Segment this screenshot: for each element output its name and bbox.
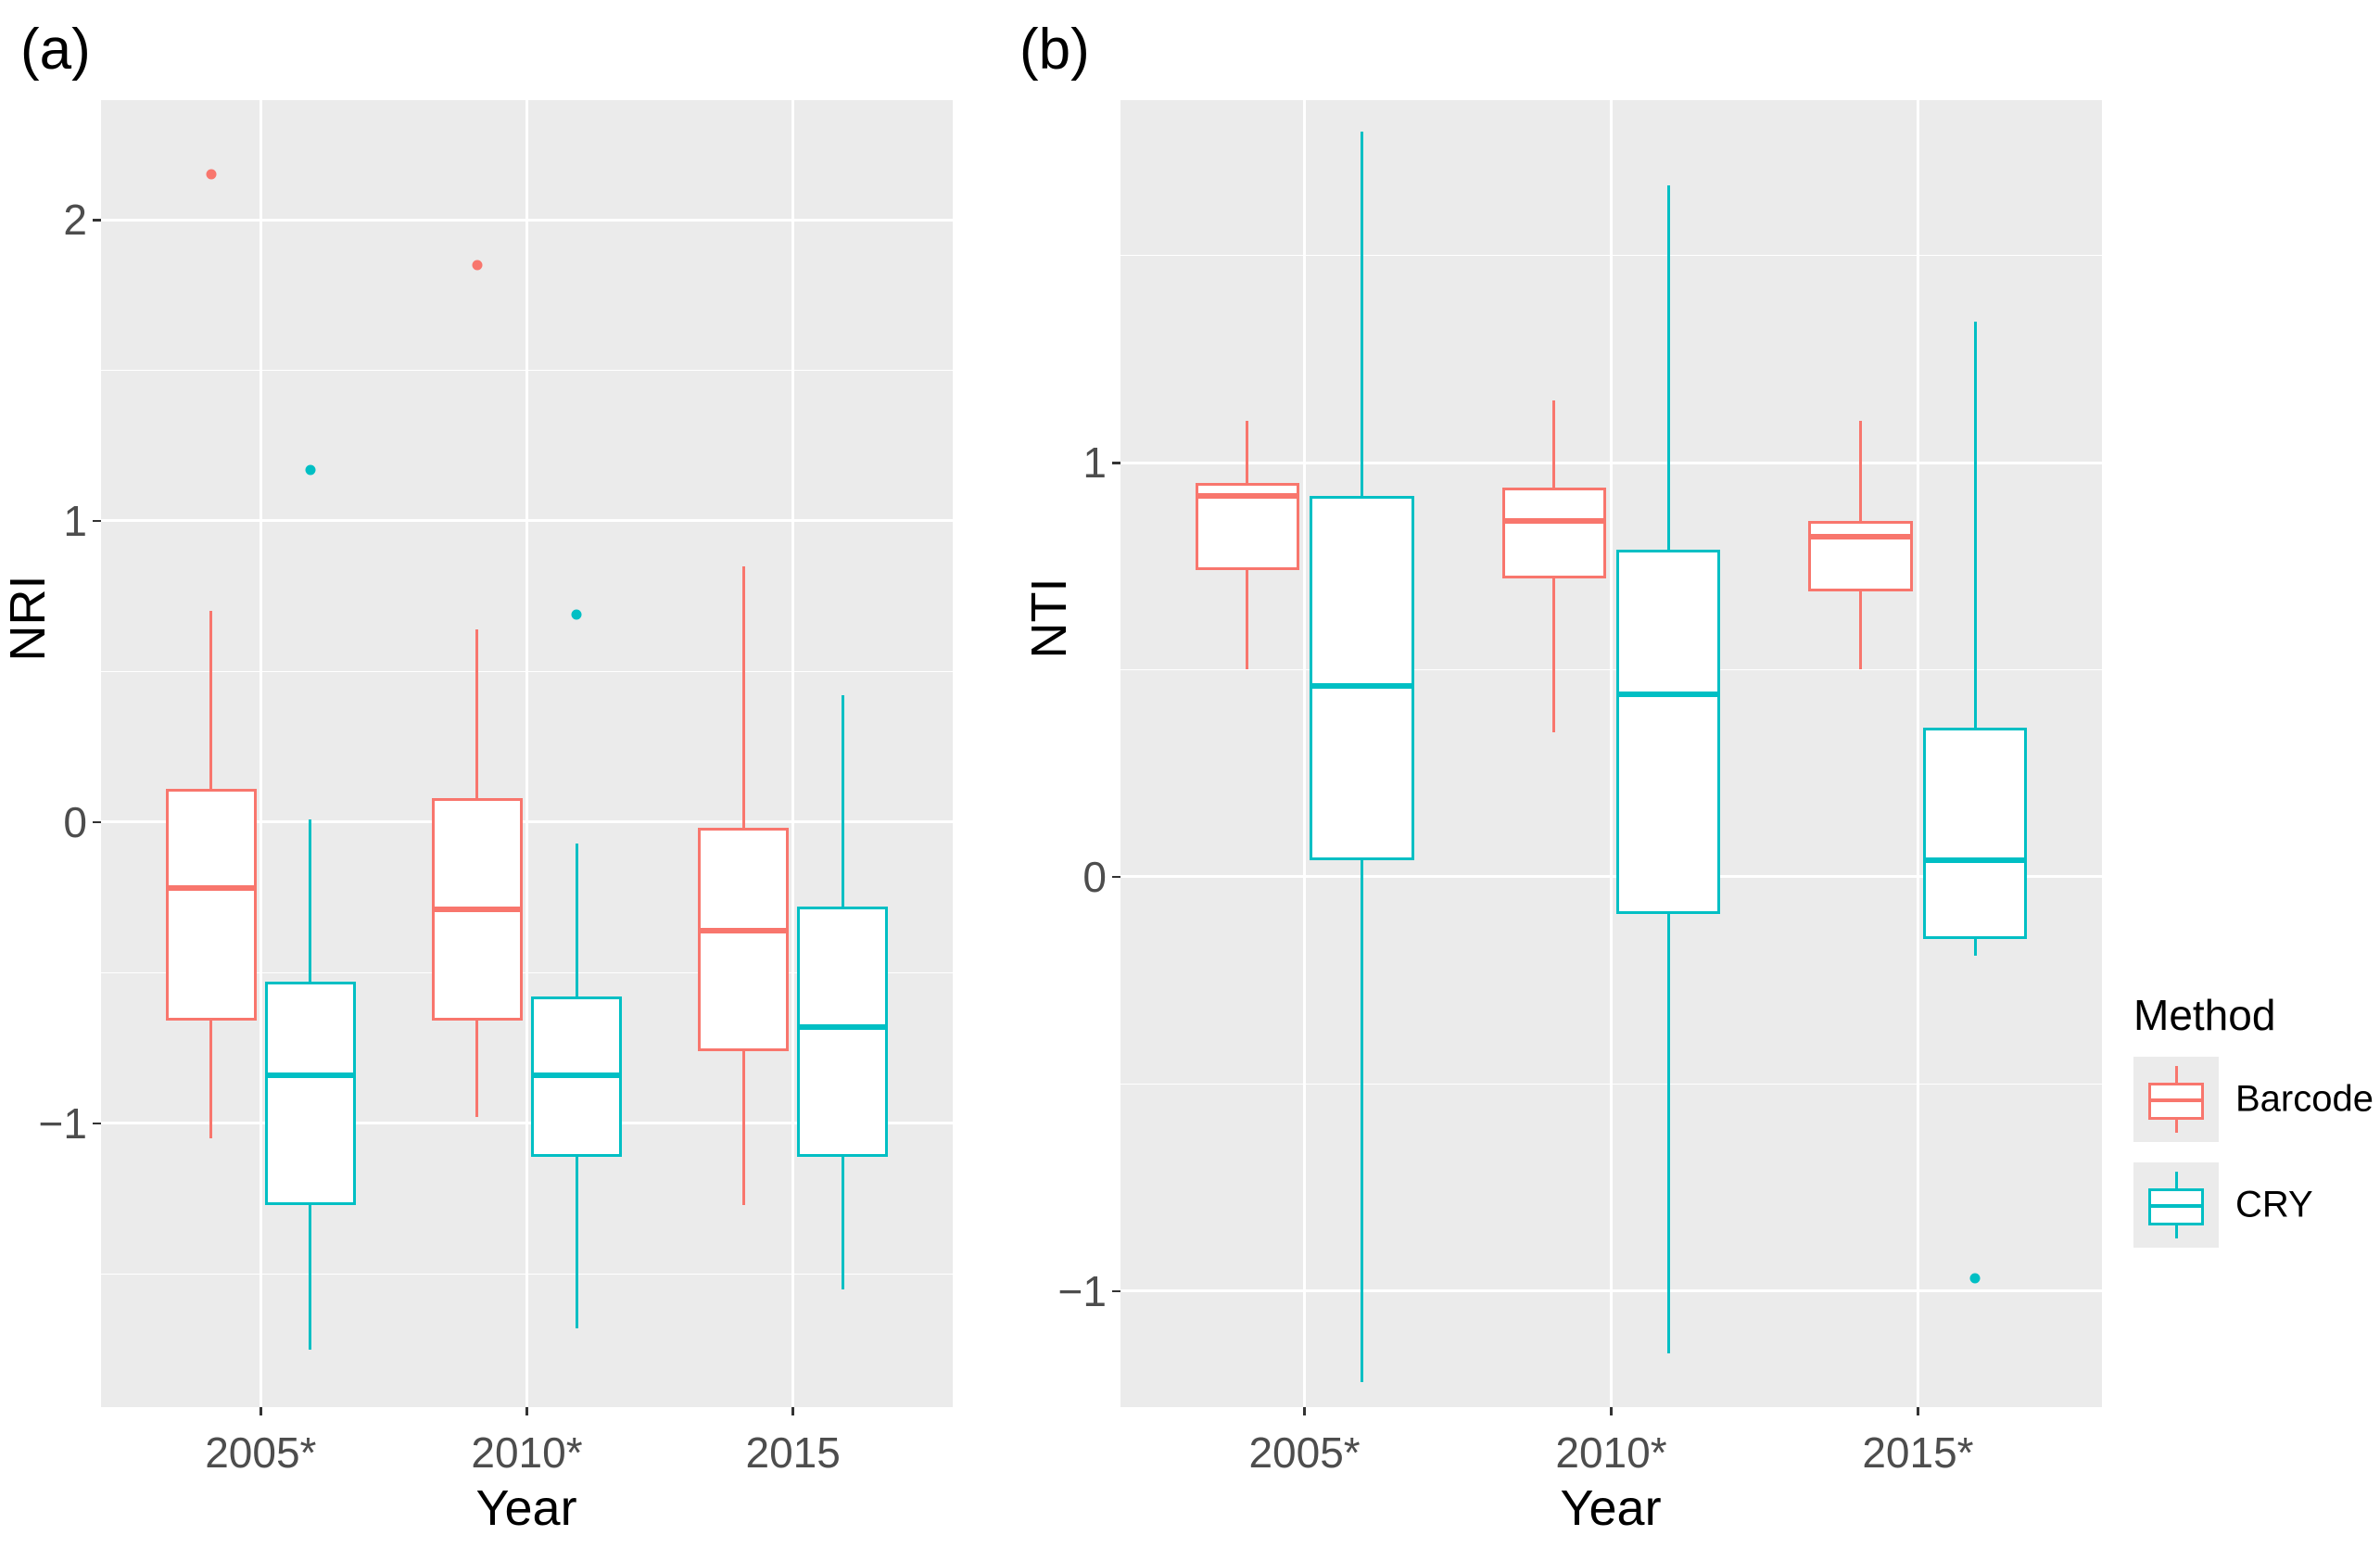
barcode-median <box>1808 534 1913 540</box>
x-tick-label: 2010* <box>471 1428 583 1477</box>
x-tick-mark <box>1303 1407 1306 1415</box>
barcode-median <box>1501 517 1607 524</box>
x-tick-label: 2005* <box>1248 1428 1361 1477</box>
x-tick-mark <box>1610 1407 1613 1415</box>
category-gridline <box>525 100 528 1407</box>
x-tick-label: 2005* <box>205 1428 317 1477</box>
y-tick-label: 1 <box>63 496 87 545</box>
category-gridline <box>1610 100 1613 1407</box>
x-tick-label: 2015 <box>745 1428 841 1477</box>
cry-whisker <box>1973 322 1977 956</box>
cry-box <box>265 982 356 1205</box>
barcode-box <box>698 828 789 1051</box>
cry-outlier-point <box>1969 1273 1981 1284</box>
cry-box <box>1922 728 2028 939</box>
cry-median <box>797 1023 889 1030</box>
y-tick-mark <box>93 219 101 222</box>
barcode-median <box>165 885 257 892</box>
cry-median <box>1922 857 2028 864</box>
legend-label-barcode: Barcode <box>2235 1078 2374 1120</box>
cry-box <box>1310 495 1414 861</box>
cry-box <box>797 906 889 1157</box>
barcode-box <box>1501 487 1607 579</box>
y-tick-label: −1 <box>1057 1266 1107 1315</box>
cry-outlier-point <box>571 609 582 620</box>
barcode-box <box>1808 520 1913 591</box>
cry-median <box>1615 692 1721 698</box>
y-tick-mark <box>1112 1289 1120 1293</box>
x-tick-mark <box>260 1407 262 1415</box>
cry-median <box>531 1072 622 1078</box>
cry-box <box>1615 549 1721 915</box>
barcode-median <box>1195 492 1300 499</box>
barcode-median <box>432 907 523 913</box>
category-gridline <box>1303 100 1307 1407</box>
category-gridline <box>1916 100 1919 1407</box>
panel-b-y-axis-title: NTI <box>1021 577 1077 659</box>
cry-median <box>265 1072 356 1078</box>
cry-outlier-point <box>305 464 316 476</box>
y-tick-mark <box>93 820 101 824</box>
barcode-outlier-point <box>206 169 217 180</box>
category-gridline <box>259 100 262 1407</box>
y-tick-mark <box>1112 875 1120 879</box>
y-tick-mark <box>93 519 101 523</box>
panel-b-x-axis-title: Year <box>1560 1480 1662 1536</box>
y-tick-mark <box>1112 462 1120 464</box>
y-tick-label: 1 <box>1082 438 1107 488</box>
y-tick-mark <box>93 1122 101 1125</box>
x-tick-label: 2015* <box>1862 1428 1974 1477</box>
x-tick-mark <box>1917 1407 1919 1415</box>
barcode-median <box>698 927 789 933</box>
legend-glyph-median <box>2148 1204 2204 1208</box>
barcode-outlier-point <box>472 260 483 271</box>
y-tick-label: 0 <box>1082 852 1107 901</box>
y-tick-label: −1 <box>38 1098 87 1148</box>
panel-a-title: (a) <box>20 18 91 82</box>
cry-median <box>1310 683 1414 690</box>
x-tick-label: 2010* <box>1555 1428 1667 1477</box>
category-gridline <box>791 100 795 1407</box>
y-tick-label: 2 <box>63 196 87 244</box>
x-tick-mark <box>791 1407 794 1415</box>
legend-label-cry: CRY <box>2235 1184 2313 1225</box>
panel-a-x-axis-title: Year <box>475 1480 577 1536</box>
legend-title: Method <box>2133 991 2276 1039</box>
legend-glyph-median <box>2148 1098 2204 1102</box>
y-tick-label: 0 <box>63 797 87 846</box>
panel-b-title: (b) <box>1019 18 1090 82</box>
barcode-box <box>165 789 257 1022</box>
x-tick-mark <box>525 1407 528 1415</box>
